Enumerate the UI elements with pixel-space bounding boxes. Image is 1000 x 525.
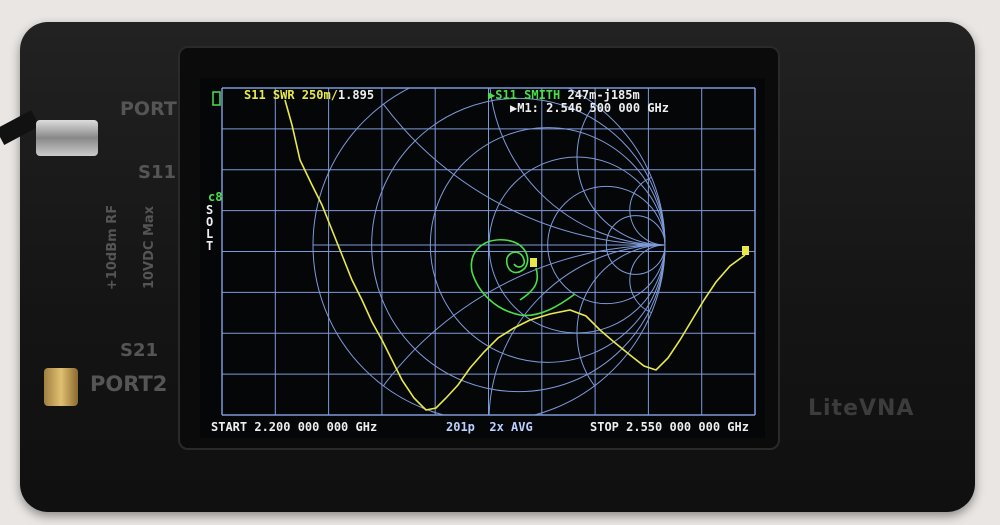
battery-icon — [212, 91, 221, 106]
reactance-arc — [629, 176, 666, 246]
trace1-label[interactable]: S11 SWR 250m/1.895 — [244, 88, 374, 102]
port2-label: PORT2 — [90, 372, 168, 396]
marker-1-swr[interactable] — [742, 246, 749, 255]
trace2-name: ▶S11 SMITH — [488, 88, 561, 102]
trace2-value: 247m-j185m — [567, 88, 640, 102]
trace2-label[interactable]: ▶S11 SMITH 247m-j185m — [488, 88, 640, 102]
reactance-arc — [383, 244, 666, 387]
s21-label: S21 — [120, 340, 159, 361]
reactance-arc — [576, 244, 666, 387]
points-avg[interactable]: 201p 2x AVG — [446, 420, 533, 434]
cal-channel: c8 — [208, 190, 223, 204]
reactance-arc — [383, 103, 666, 246]
s11-label: S11 — [138, 162, 177, 183]
cal-letter: S — [206, 203, 214, 217]
reactance-arc — [489, 88, 666, 246]
start-frequency[interactable]: START 2.200 000 000 GHz — [211, 420, 378, 434]
cal-letter: L — [206, 227, 214, 241]
marker-1-smith[interactable] — [530, 258, 537, 267]
screen-background — [200, 78, 765, 438]
trace1-value: 1.895 — [337, 88, 375, 102]
marker-readout: ▶M1: 2.546 500 000 GHz — [510, 101, 669, 115]
reactance-arc — [629, 244, 666, 314]
cal-letter: O — [206, 215, 214, 229]
cal-letter: T — [206, 239, 214, 253]
smith-chart-grid — [312, 88, 666, 415]
reactance-arc — [576, 103, 666, 246]
cal-status: S O L T — [206, 204, 213, 252]
stop-frequency[interactable]: STOP 2.550 000 000 GHz — [590, 420, 749, 434]
trace1-name: S11 SWR 250m/ — [244, 88, 338, 102]
port2-connector — [44, 368, 78, 406]
smith-trace — [470, 239, 576, 317]
port1-label: PORT1 — [120, 98, 191, 120]
port1-connector — [36, 120, 98, 156]
reactance-arc — [488, 244, 666, 415]
swr-trace — [284, 99, 746, 411]
brand-logo: LiteVNA — [808, 396, 915, 421]
